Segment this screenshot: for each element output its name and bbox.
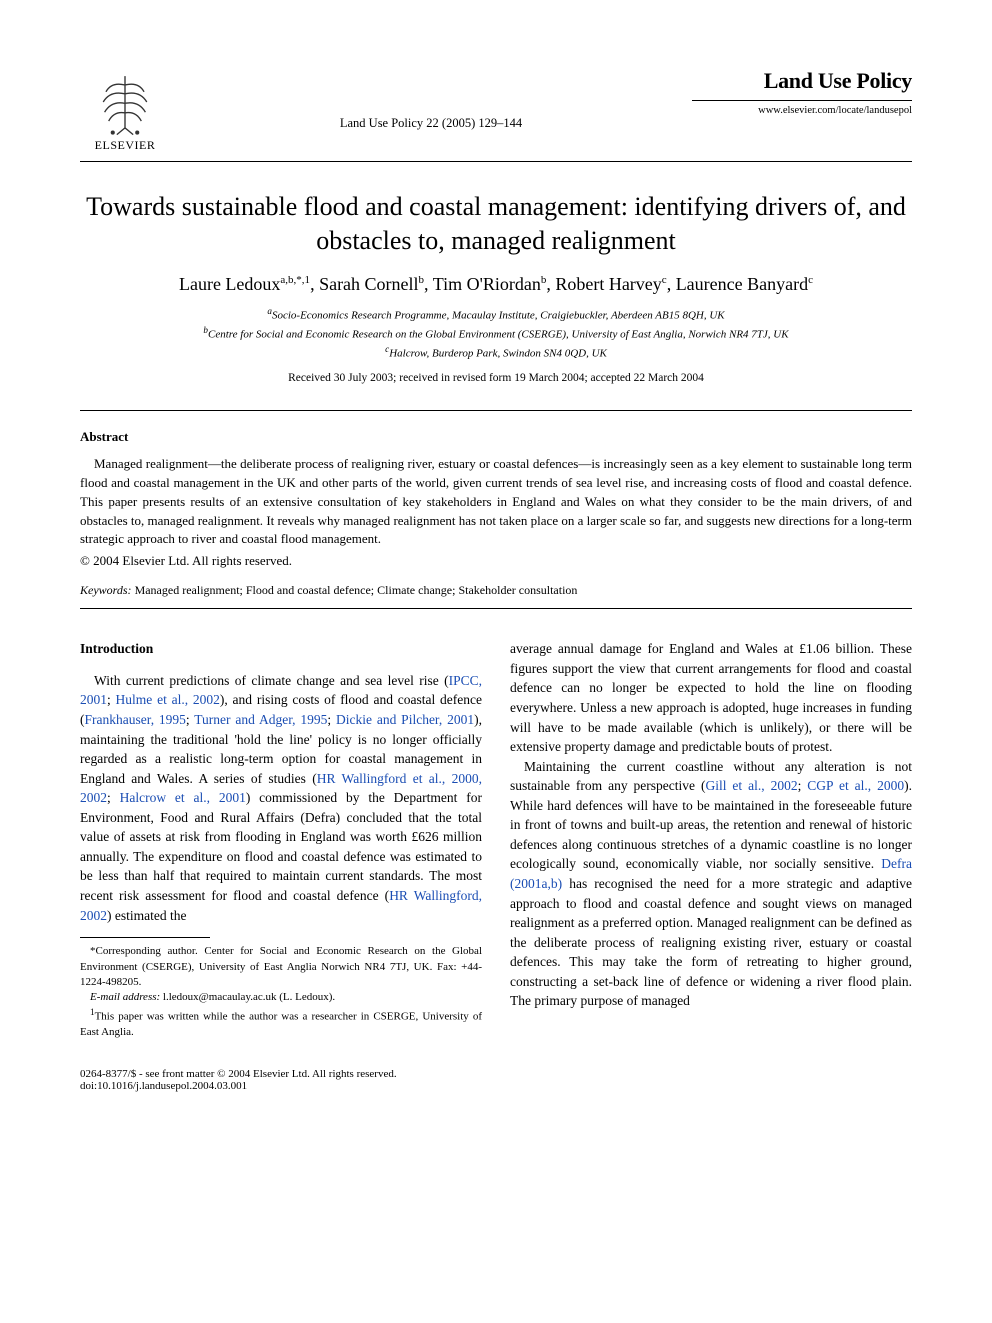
- journal-block: Land Use Policy www.elsevier.com/locate/…: [692, 68, 912, 116]
- page-footer: 0264-8377/$ - see front matter © 2004 El…: [80, 1068, 912, 1092]
- journal-name: Land Use Policy: [692, 68, 912, 94]
- abstract-heading: Abstract: [80, 429, 912, 445]
- citation-link[interactable]: Hulme et al., 2002: [116, 692, 220, 707]
- affiliation-c: cHalcrow, Burderop Park, Swindon SN4 0QD…: [80, 343, 912, 362]
- body-columns: Introduction With current predictions of…: [80, 639, 912, 1040]
- journal-url: www.elsevier.com/locate/landusepol: [692, 105, 912, 116]
- footnotes: *Corresponding author. Center for Social…: [80, 944, 482, 1040]
- abstract-top-rule: [80, 410, 912, 411]
- citation-link[interactable]: Turner and Adger, 1995: [194, 712, 327, 727]
- column-right: average annual damage for England and Wa…: [510, 639, 912, 1040]
- header-divider: [80, 161, 912, 162]
- abstract-text: Managed realignment—the deliberate proce…: [80, 455, 912, 549]
- keywords-line: Keywords: Managed realignment; Flood and…: [80, 583, 912, 598]
- elsevier-tree-icon: [91, 68, 159, 136]
- page-header: ELSEVIER Land Use Policy 22 (2005) 129–1…: [80, 68, 912, 153]
- article-dates: Received 30 July 2003; received in revis…: [80, 372, 912, 384]
- journal-rule: [692, 100, 912, 101]
- abstract-copyright: © 2004 Elsevier Ltd. All rights reserved…: [80, 553, 912, 569]
- issn-line: 0264-8377/$ - see front matter © 2004 El…: [80, 1068, 397, 1080]
- abstract-bottom-rule: [80, 608, 912, 609]
- authors-line: Laure Ledouxa,b,*,1, Sarah Cornellb, Tim…: [80, 274, 912, 295]
- citation-link[interactable]: Halcrow et al., 2001: [120, 790, 246, 805]
- introduction-heading: Introduction: [80, 639, 482, 659]
- citation: Land Use Policy 22 (2005) 129–144: [170, 68, 692, 131]
- article-title: Towards sustainable flood and coastal ma…: [80, 190, 912, 258]
- citation-link[interactable]: Frankhauser, 1995: [85, 712, 186, 727]
- keywords-values: Managed realignment; Flood and coastal d…: [135, 583, 578, 597]
- citation-link[interactable]: Gill et al., 2002: [705, 778, 797, 793]
- column-left: Introduction With current predictions of…: [80, 639, 482, 1040]
- doi-line: doi:10.1016/j.landusepol.2004.03.001: [80, 1080, 397, 1092]
- affiliation-a: aSocio-Economics Research Programme, Mac…: [80, 305, 912, 324]
- footer-left: 0264-8377/$ - see front matter © 2004 El…: [80, 1068, 397, 1092]
- footnote-1: 1This paper was written while the author…: [80, 1006, 482, 1040]
- citation-link[interactable]: Dickie and Pilcher, 2001: [336, 712, 474, 727]
- intro-paragraph-1-cont: average annual damage for England and Wa…: [510, 639, 912, 756]
- footnote-rule: [80, 937, 210, 938]
- affiliation-b: bCentre for Social and Economic Research…: [80, 324, 912, 343]
- intro-paragraph-1: With current predictions of climate chan…: [80, 671, 482, 925]
- publisher-logo-block: ELSEVIER: [80, 68, 170, 153]
- citation-link[interactable]: CGP et al., 2000: [807, 778, 904, 793]
- footnote-corresponding: *Corresponding author. Center for Social…: [80, 944, 482, 990]
- intro-paragraph-2: Maintaining the current coastline withou…: [510, 757, 912, 1011]
- footnote-email: E-mail address: l.ledoux@macaulay.ac.uk …: [80, 990, 482, 1005]
- publisher-name: ELSEVIER: [95, 138, 156, 153]
- affiliations: aSocio-Economics Research Programme, Mac…: [80, 305, 912, 362]
- keywords-label: Keywords:: [80, 583, 132, 597]
